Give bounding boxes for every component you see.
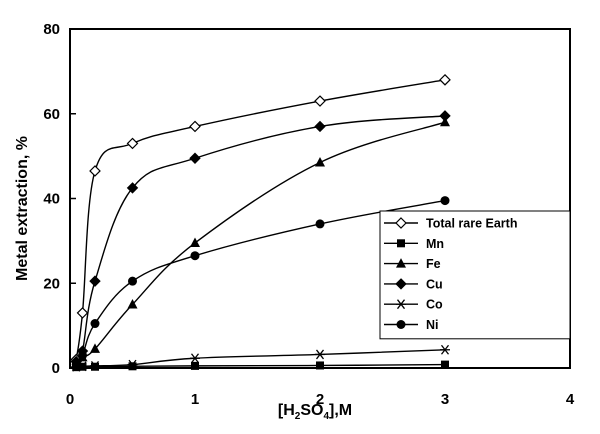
marker-square bbox=[191, 362, 199, 370]
marker-circle bbox=[91, 319, 100, 328]
marker-open-diamond bbox=[128, 138, 138, 148]
marker-open-diamond bbox=[440, 75, 450, 85]
y-tick-label: 0 bbox=[52, 360, 60, 377]
legend-label: Ni bbox=[426, 318, 439, 332]
marker-asterisk bbox=[190, 354, 200, 363]
series-mn bbox=[72, 361, 449, 372]
y-tick-label: 60 bbox=[43, 106, 60, 123]
marker-circle bbox=[72, 360, 81, 369]
metal-extraction-chart: 01234020406080 Metal extraction, % [H2SO… bbox=[0, 0, 600, 434]
y-tick-label: 20 bbox=[43, 275, 60, 292]
y-axis-label: Metal extraction, % bbox=[14, 136, 31, 281]
x-tick-label: 3 bbox=[441, 391, 449, 408]
x-tick-label: 4 bbox=[566, 391, 575, 408]
legend-label: Total rare Earth bbox=[426, 217, 517, 231]
x-axis-label-suffix: ],M bbox=[329, 402, 352, 419]
marker-circle bbox=[397, 320, 406, 329]
marker-square bbox=[316, 361, 324, 369]
x-tick-label: 0 bbox=[66, 391, 74, 408]
marker-open-diamond bbox=[190, 121, 200, 131]
marker-diamond bbox=[315, 121, 325, 131]
marker-square bbox=[397, 239, 405, 247]
marker-triangle bbox=[190, 237, 200, 247]
x-tick-label: 1 bbox=[191, 391, 199, 408]
x-axis-label-prefix: [H bbox=[278, 402, 295, 419]
x-axis-label-middle: SO bbox=[300, 402, 323, 419]
marker-open-diamond bbox=[78, 308, 88, 318]
marker-diamond bbox=[190, 153, 200, 163]
x-axis-label: [H2SO4],M bbox=[278, 402, 352, 422]
marker-diamond bbox=[440, 111, 450, 121]
legend-label: Co bbox=[426, 298, 443, 312]
marker-circle bbox=[191, 251, 200, 260]
marker-open-diamond bbox=[90, 166, 100, 176]
y-tick-label: 80 bbox=[43, 21, 60, 38]
marker-diamond bbox=[90, 276, 100, 286]
legend-label: Cu bbox=[426, 277, 443, 291]
marker-circle bbox=[316, 219, 325, 228]
marker-circle bbox=[128, 277, 137, 286]
legend-label: Fe bbox=[426, 257, 441, 271]
marker-asterisk bbox=[440, 345, 450, 354]
marker-asterisk bbox=[315, 350, 325, 359]
y-tick-label: 40 bbox=[43, 191, 60, 208]
marker-open-diamond bbox=[315, 96, 325, 106]
marker-triangle bbox=[315, 157, 325, 167]
legend-label: Mn bbox=[426, 237, 444, 251]
legend: Total rare Earth Mn Fe Cu Co Ni bbox=[380, 211, 570, 339]
marker-circle bbox=[78, 351, 87, 360]
marker-circle bbox=[441, 196, 450, 205]
marker-square bbox=[441, 361, 449, 369]
